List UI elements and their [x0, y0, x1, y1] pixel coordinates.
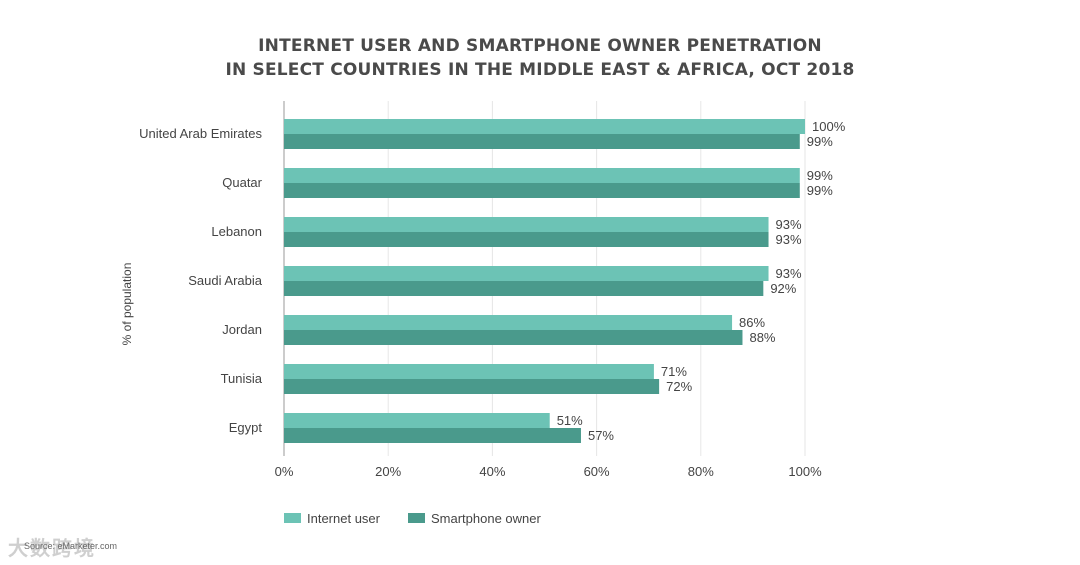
bar-smartphone-owner [284, 379, 660, 394]
data-label: 99% [807, 183, 833, 198]
bar-smartphone-owner [284, 428, 581, 443]
legend-label: Internet user [307, 511, 381, 526]
data-label: 93% [776, 266, 802, 281]
data-label: 72% [666, 379, 692, 394]
data-label: 88% [749, 330, 775, 345]
data-label: 99% [807, 168, 833, 183]
data-label: 71% [661, 364, 687, 379]
bar-internet-user [284, 413, 550, 428]
bar-internet-user [284, 266, 769, 281]
data-label: 99% [807, 134, 833, 149]
data-label: 57% [588, 428, 614, 443]
x-tick-label: 20% [375, 464, 401, 479]
x-tick-label: 0% [275, 464, 294, 479]
bar-smartphone-owner [284, 232, 769, 247]
x-tick-label: 100% [788, 464, 822, 479]
bar-internet-user [284, 315, 733, 330]
chart-title-line-2: IN SELECT COUNTRIES IN THE MIDDLE EAST &… [225, 60, 855, 80]
x-tick-label: 80% [688, 464, 714, 479]
bar-smartphone-owner [284, 281, 764, 296]
category-label: Jordan [222, 322, 262, 337]
chart-title-line-1: INTERNET USER AND SMARTPHONE OWNER PENET… [258, 36, 822, 56]
bar-internet-user [284, 119, 805, 134]
data-label: 93% [776, 232, 802, 247]
data-label: 93% [776, 217, 802, 232]
watermark-text: 大数跨境 [8, 538, 96, 560]
category-label: Lebanon [211, 224, 262, 239]
data-label: 92% [770, 281, 796, 296]
y-axis-title: % of population [120, 263, 134, 346]
data-label: 86% [739, 315, 765, 330]
category-label: Quatar [222, 175, 262, 190]
bar-smartphone-owner [284, 183, 800, 198]
x-tick-label: 40% [479, 464, 505, 479]
data-label: 100% [812, 119, 846, 134]
bar-internet-user [284, 217, 769, 232]
category-label: Saudi Arabia [188, 273, 262, 288]
data-label: 51% [557, 413, 583, 428]
bar-smartphone-owner [284, 134, 800, 149]
bar-internet-user [284, 364, 654, 379]
legend-swatch [408, 513, 425, 523]
x-tick-label: 60% [584, 464, 610, 479]
category-label: Tunisia [221, 371, 263, 386]
legend-swatch [284, 513, 301, 523]
category-label: Egypt [229, 420, 263, 435]
category-label: United Arab Emirates [139, 126, 262, 141]
bar-internet-user [284, 168, 800, 183]
source-note: Source: eMarketer.com [24, 541, 118, 551]
bar-smartphone-owner [284, 330, 743, 345]
legend-label: Smartphone owner [431, 511, 542, 526]
